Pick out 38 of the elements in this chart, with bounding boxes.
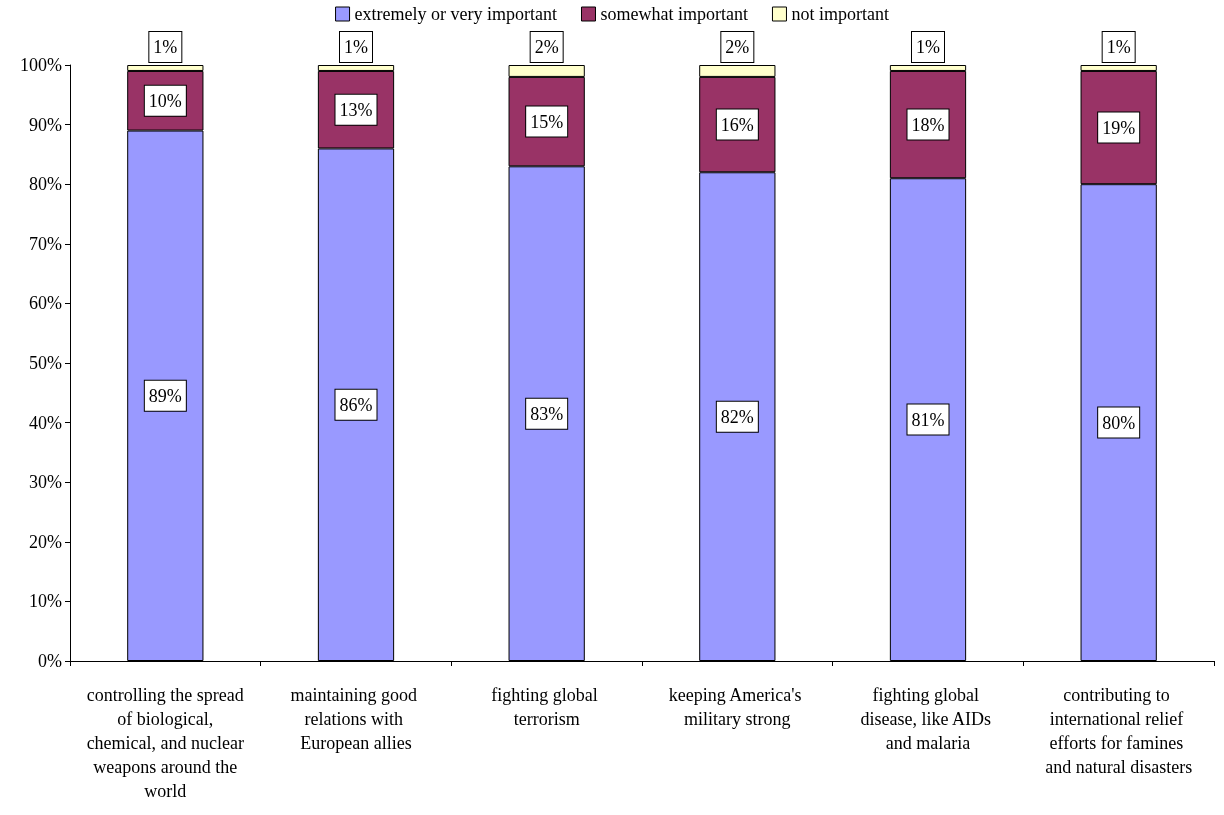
data-label: 1% <box>153 37 178 57</box>
data-label: 86% <box>339 394 373 415</box>
y-tick-label: 100% <box>20 55 62 75</box>
x-tick-label: fighting global terrorism <box>491 685 603 729</box>
data-label: 1% <box>1106 37 1131 57</box>
data-label: 89% <box>148 385 182 406</box>
y-tick-label: 20% <box>29 531 62 552</box>
data-label: 81% <box>911 409 945 430</box>
data-label: 19% <box>1102 117 1136 138</box>
data-label: 83% <box>530 403 564 424</box>
y-tick-label: 10% <box>29 591 62 612</box>
data-label: 82% <box>720 406 754 427</box>
y-tick-label: 40% <box>29 412 62 433</box>
legend-label: extremely or very important <box>354 4 557 24</box>
y-tick-label: 60% <box>29 293 62 314</box>
data-label: 18% <box>911 114 945 135</box>
data-label: 15% <box>530 111 564 132</box>
y-tick-label: 0% <box>38 651 62 671</box>
x-tick-label: fighting global disease, like AIDs and malaria <box>860 685 996 753</box>
x-tick-label: controlling the spread of biological, chemical, and nuclear weapons around the world <box>86 685 245 801</box>
y-tick-label: 90% <box>29 114 62 135</box>
x-tick-label: keeping America's military strong <box>668 685 806 729</box>
data-label: 13% <box>339 99 373 120</box>
legend-label: somewhat important <box>600 4 748 24</box>
y-tick-label: 50% <box>29 353 62 373</box>
data-label: 1% <box>344 37 368 57</box>
data-label: 80% <box>1102 412 1136 433</box>
data-label: 10% <box>148 90 182 111</box>
legend-label: not important <box>791 4 889 24</box>
y-tick-label: 80% <box>29 174 62 195</box>
y-tick-label: 70% <box>29 233 62 254</box>
data-label: 2% <box>725 37 750 57</box>
data-label: 1% <box>916 37 940 57</box>
data-label: 16% <box>720 114 754 135</box>
x-tick-label: maintaining good relations with European allies <box>290 685 422 753</box>
data-label: 2% <box>534 37 559 57</box>
x-tick-label: contributing to international relief efforts for famines and natural disasters <box>1045 685 1193 777</box>
y-tick-label: 30% <box>29 472 62 493</box>
